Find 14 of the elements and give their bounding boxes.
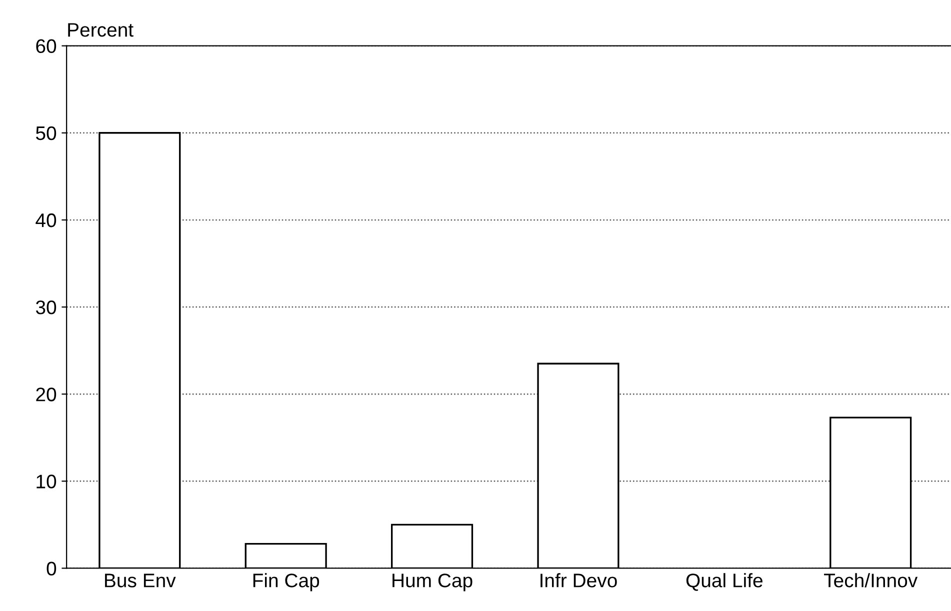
y-tick-label: 60 (36, 39, 56, 54)
x-tick-label: Tech/Innov (824, 573, 918, 588)
y-axis-title: Percent (68, 23, 134, 37)
x-tick-label: Bus Env (105, 574, 176, 588)
y-tick-label: 20 (36, 388, 56, 402)
x-tick-label: Fin Cap (253, 573, 320, 592)
y-tick-label: 10 (36, 474, 56, 488)
x-tick-label: Infr Devo (540, 573, 617, 588)
x-tick-label: Qual Life (686, 573, 762, 591)
y-tick-label: 40 (36, 213, 56, 228)
x-tick-label: Hum Cap (392, 574, 472, 592)
y-tick-label: 50 (36, 126, 56, 140)
y-tick-label: 30 (36, 300, 56, 314)
y-tick-label: 0 (46, 562, 56, 576)
